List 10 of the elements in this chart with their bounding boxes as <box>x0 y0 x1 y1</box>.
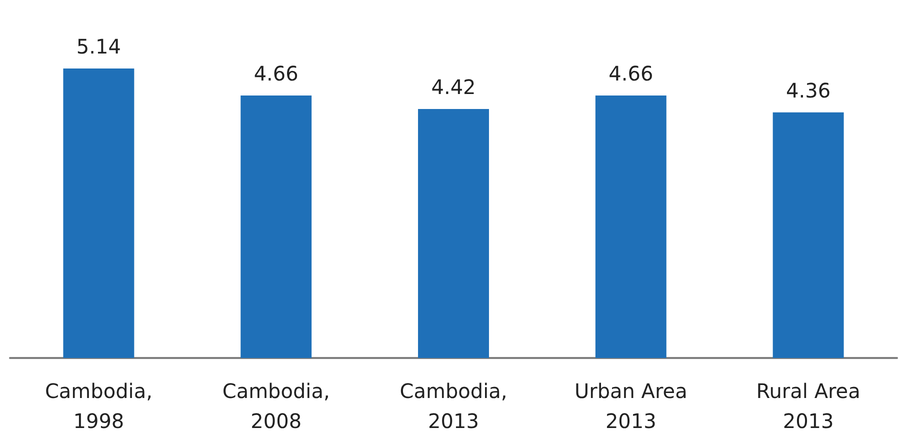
x-tick-label: Cambodia, 2013 <box>400 379 508 433</box>
data-label: 4.36 <box>786 78 831 102</box>
data-label: 4.66 <box>608 61 654 86</box>
data-label: 4.42 <box>431 75 476 100</box>
x-tick-label: Cambodia, 2008 <box>222 379 330 433</box>
data-label: 5.14 <box>76 34 121 58</box>
x-tick-label: Rural Area 2013 <box>756 379 860 433</box>
data-label: 4.66 <box>254 61 298 86</box>
x-tick-label: Cambodia, 1998 <box>44 379 152 433</box>
x-tick-label: Urban Area 2013 <box>574 379 688 433</box>
